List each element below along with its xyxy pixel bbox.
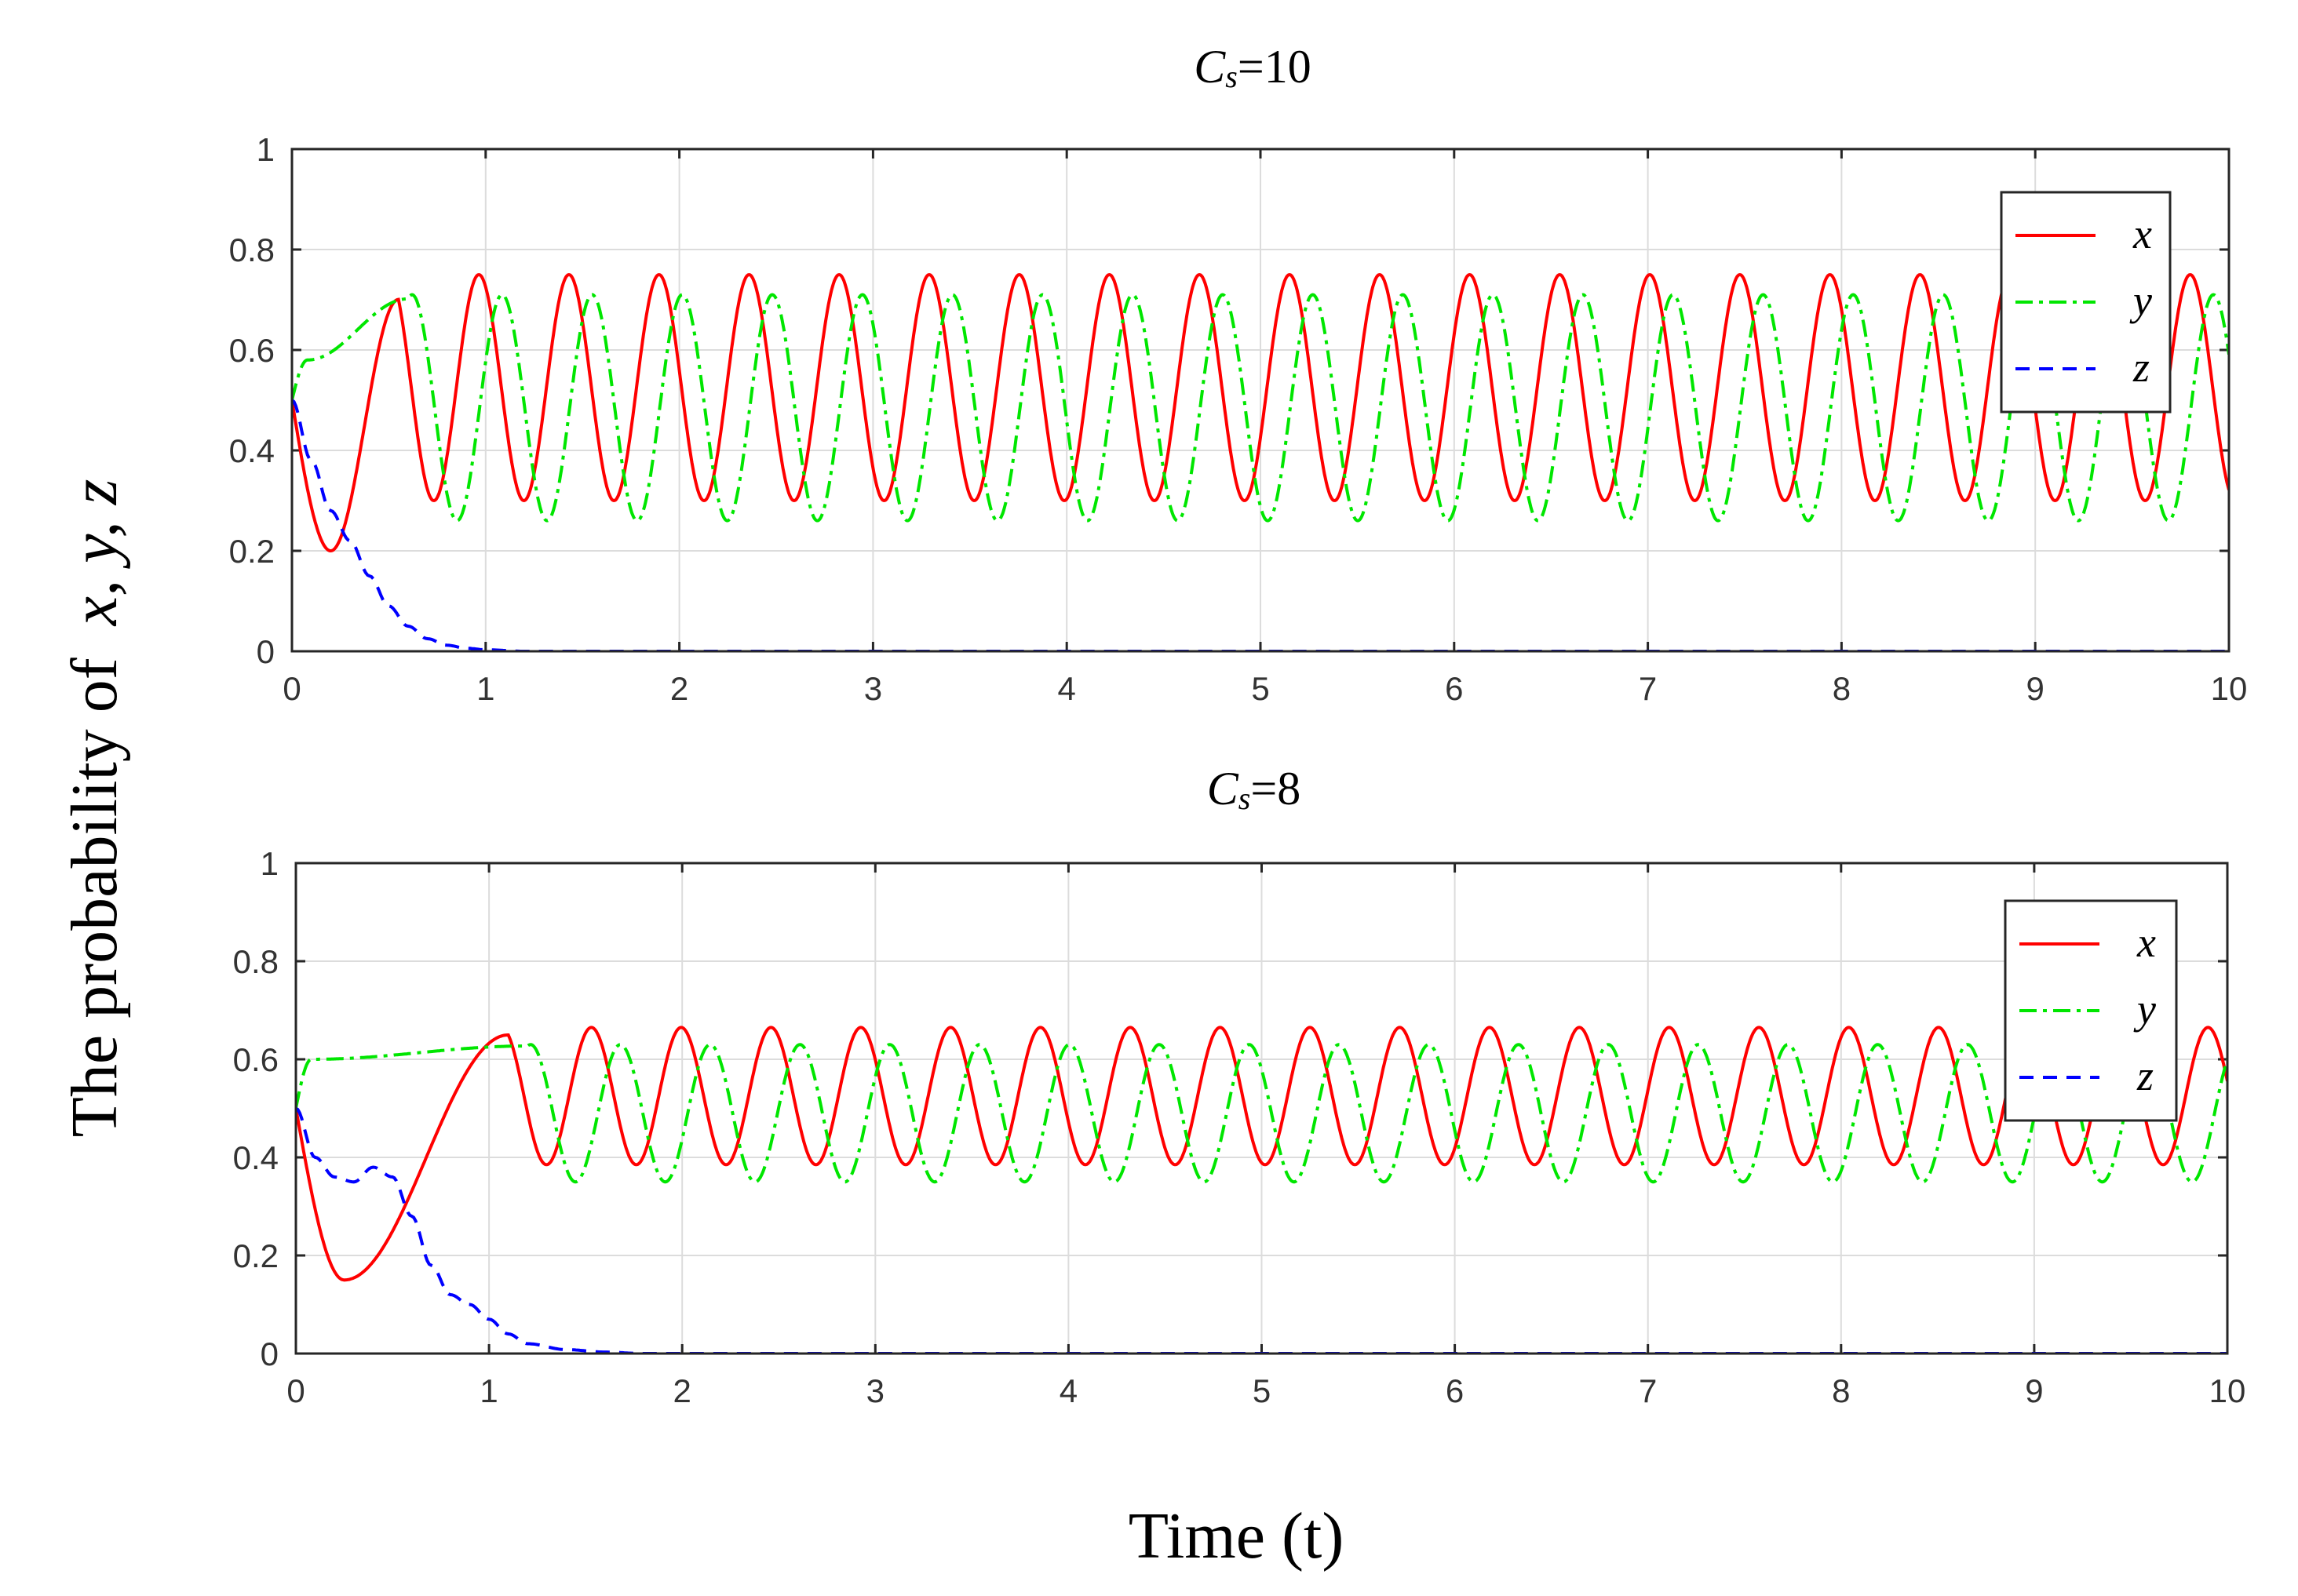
y-axis-label-vars: x, y, z	[58, 479, 131, 628]
x-tick-label: 9	[2025, 1372, 2043, 1409]
x-tick-label: 3	[864, 670, 882, 707]
chart-title-var: C	[1194, 41, 1226, 93]
y-tick-label: 0.2	[233, 1237, 279, 1274]
y-tick-label: 0.6	[229, 332, 275, 369]
y-tick-label: 0.4	[229, 432, 275, 469]
y-axis-label: The probability of x, y, z	[58, 479, 131, 1138]
chart-title-value: =10	[1238, 41, 1311, 93]
series-line-y	[292, 293, 2229, 523]
y-tick-label: 0.6	[233, 1041, 279, 1078]
plot-frame	[290, 148, 2231, 653]
legend-label-y: y	[2133, 986, 2156, 1033]
x-tick-label: 5	[1251, 670, 1269, 707]
x-tick-label: 6	[1445, 670, 1463, 707]
x-tick-label: 4	[1058, 670, 1076, 707]
x-tick-label: 8	[1833, 670, 1851, 707]
x-tick-label: 3	[866, 1372, 885, 1409]
x-tick-label: 5	[1253, 1372, 1271, 1409]
x-axis-label: Time (t)	[1129, 1499, 1344, 1572]
chart-title: Cs=10	[1194, 41, 1311, 94]
x-tick-label: 2	[670, 670, 688, 707]
chart-panel-2: Cs=8 0 1 2 3 4 5 6 7 8 9 10 0 0.2 0.4 0.6 0.8 1 xyz	[233, 763, 2246, 1409]
chart-title-sub: s	[1225, 59, 1238, 94]
x-tick-label: 10	[2211, 670, 2248, 707]
x-tick-label: 0	[283, 670, 301, 707]
x-tick-label: 1	[476, 670, 494, 707]
y-tick-label: 0	[261, 1335, 279, 1372]
y-tick-label: 1	[257, 131, 275, 168]
x-tick-label: 8	[1832, 1372, 1850, 1409]
y-tick-label: 0.8	[233, 943, 279, 980]
legend: xyz	[2000, 191, 2172, 414]
y-tick-label: 0.2	[229, 533, 275, 570]
chart-panel-1: Cs=10 0 1 2 3 4 5 6 7 8 9 10 0 0.2 0.4 0.6 0.8 1 xyz	[229, 41, 2248, 707]
x-tick-label: 0	[286, 1372, 305, 1409]
x-tick-label: 2	[673, 1372, 691, 1409]
x-tick-label: 6	[1446, 1372, 1464, 1409]
x-tick-label: 7	[1639, 670, 1657, 707]
series-line-x	[292, 272, 2229, 553]
legend-label-x: x	[2136, 919, 2156, 966]
chart-title-value: =8	[1250, 763, 1300, 814]
x-tick-label: 10	[2209, 1372, 2246, 1409]
x-tick-label: 7	[1639, 1372, 1657, 1409]
x-tick-label: 4	[1060, 1372, 1078, 1409]
chart-title-var: C	[1207, 763, 1239, 814]
y-tick-label: 0	[257, 633, 275, 670]
chart-title-sub: s	[1238, 781, 1251, 816]
legend-label-z: z	[2132, 344, 2150, 391]
y-tick-label: 1	[261, 845, 279, 882]
x-tick-label: 1	[480, 1372, 498, 1409]
series-line-y	[296, 1043, 2227, 1184]
y-tick-label: 0.8	[229, 231, 275, 268]
legend-label-y: y	[2129, 277, 2152, 324]
y-tick-label: 0.4	[233, 1139, 279, 1176]
plot-frame	[294, 862, 2229, 1355]
legend: xyz	[2004, 899, 2178, 1122]
x-tick-label: 9	[2026, 670, 2044, 707]
legend-label-x: x	[2132, 210, 2152, 257]
legend-label-z: z	[2136, 1052, 2154, 1099]
chart-title: Cs=8	[1207, 763, 1300, 816]
y-axis-label-prefix: The probability of	[58, 658, 131, 1137]
